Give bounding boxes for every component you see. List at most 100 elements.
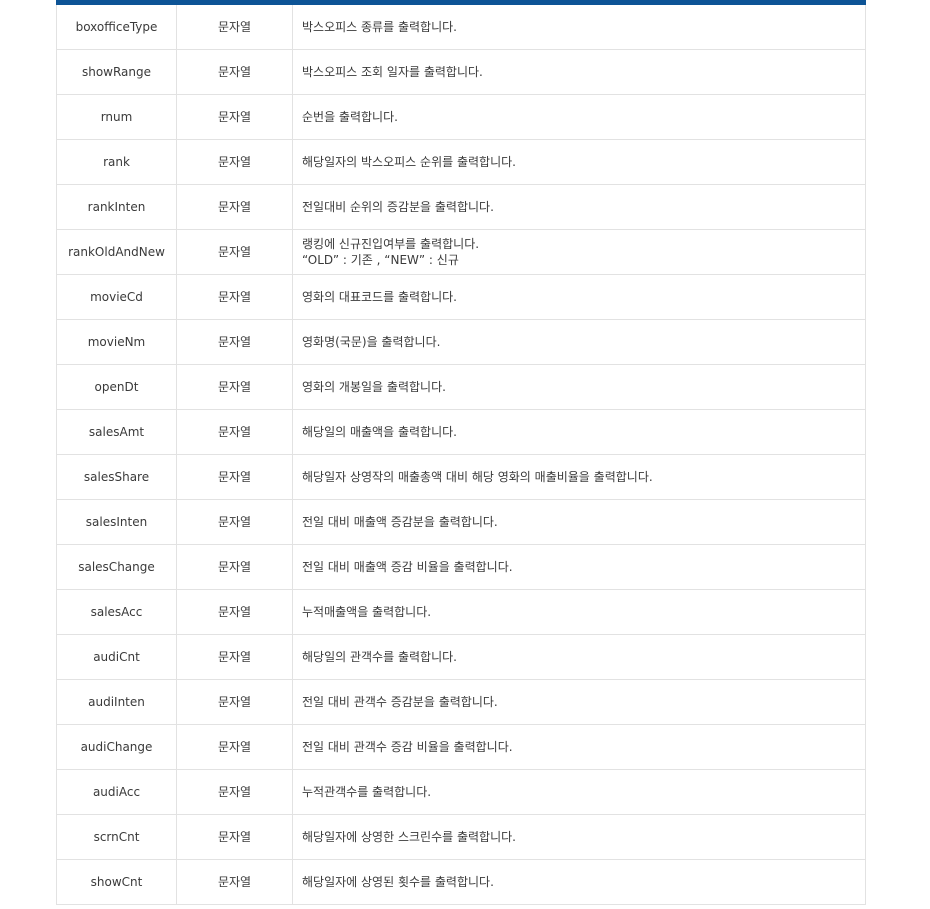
table-row: scrnCnt 문자열 해당일자에 상영한 스크린수를 출력합니다. bbox=[56, 814, 866, 860]
description-line: 전일 대비 매출액 증감 비율을 출력합니다. bbox=[302, 560, 513, 574]
field-type-cell: 문자열 bbox=[176, 769, 293, 815]
field-description-cell: 랭킹에 신규진입여부를 출력합니다. “OLD” : 기존 , “NEW” : 신… bbox=[292, 229, 866, 275]
field-name-cell: audiCnt bbox=[56, 634, 177, 680]
description-line: 영화의 대표코드를 출력합니다. bbox=[302, 290, 457, 304]
field-name-cell: audiChange bbox=[56, 724, 177, 770]
description-line: 해당일자에 상영한 스크린수를 출력합니다. bbox=[302, 830, 516, 844]
field-description-cell: 해당일의 매출액을 출력합니다. bbox=[292, 409, 866, 455]
field-description-cell: 박스오피스 조회 일자를 출력합니다. bbox=[292, 49, 866, 95]
field-type-cell: 문자열 bbox=[176, 859, 293, 905]
table-row: audiCnt 문자열 해당일의 관객수를 출력합니다. bbox=[56, 634, 866, 680]
field-description-cell: 누적관객수를 출력합니다. bbox=[292, 769, 866, 815]
field-type-cell: 문자열 bbox=[176, 94, 293, 140]
field-type-cell: 문자열 bbox=[176, 499, 293, 545]
field-description-cell: 전일 대비 관객수 증감분을 출력합니다. bbox=[292, 679, 866, 725]
field-type-cell: 문자열 bbox=[176, 364, 293, 410]
table-row: rank 문자열 해당일자의 박스오피스 순위를 출력합니다. bbox=[56, 139, 866, 185]
field-name-cell: rnum bbox=[56, 94, 177, 140]
table-row: showRange 문자열 박스오피스 조회 일자를 출력합니다. bbox=[56, 49, 866, 95]
table-row: audiInten 문자열 전일 대비 관객수 증감분을 출력합니다. bbox=[56, 679, 866, 725]
field-type-cell: 문자열 bbox=[176, 274, 293, 320]
table-row: salesChange 문자열 전일 대비 매출액 증감 비율을 출력합니다. bbox=[56, 544, 866, 590]
field-description-cell: 박스오피스 종류를 출력합니다. bbox=[292, 2, 866, 50]
field-description-cell: 해당일자에 상영된 횟수를 출력합니다. bbox=[292, 859, 866, 905]
field-description-cell: 순번을 출력합니다. bbox=[292, 94, 866, 140]
description-line: “OLD” : 기존 , “NEW” : 신규 bbox=[302, 253, 459, 267]
table-row: rnum 문자열 순번을 출력합니다. bbox=[56, 94, 866, 140]
description-line: 전일대비 순위의 증감분을 출력합니다. bbox=[302, 200, 494, 214]
description-line: 누적관객수를 출력합니다. bbox=[302, 785, 432, 799]
field-name-cell: salesShare bbox=[56, 454, 177, 500]
field-type-cell: 문자열 bbox=[176, 589, 293, 635]
field-name-cell: openDt bbox=[56, 364, 177, 410]
table-row: rankInten 문자열 전일대비 순위의 증감분을 출력합니다. bbox=[56, 184, 866, 230]
description-line: 영화명(국문)을 출력합니다. bbox=[302, 335, 441, 349]
description-line: 해당일자의 박스오피스 순위를 출력합니다. bbox=[302, 155, 516, 169]
field-description-cell: 영화의 개봉일을 출력합니다. bbox=[292, 364, 866, 410]
table-row: salesAmt 문자열 해당일의 매출액을 출력합니다. bbox=[56, 409, 866, 455]
description-line: 박스오피스 조회 일자를 출력합니다. bbox=[302, 65, 483, 79]
table-row: audiAcc 문자열 누적관객수를 출력합니다. bbox=[56, 769, 866, 815]
field-type-cell: 문자열 bbox=[176, 454, 293, 500]
field-description-cell: 해당일자의 박스오피스 순위를 출력합니다. bbox=[292, 139, 866, 185]
field-type-cell: 문자열 bbox=[176, 2, 293, 50]
field-description-cell: 전일 대비 관객수 증감 비율을 출력합니다. bbox=[292, 724, 866, 770]
table-body: boxofficeType 문자열 박스오피스 종류를 출력합니다. showRang… bbox=[56, 2, 866, 905]
description-line: 전일 대비 관객수 증감분을 출력합니다. bbox=[302, 695, 498, 709]
field-description-cell: 영화명(국문)을 출력합니다. bbox=[292, 319, 866, 365]
field-type-cell: 문자열 bbox=[176, 49, 293, 95]
field-description-cell: 해당일의 관객수를 출력합니다. bbox=[292, 634, 866, 680]
field-type-cell: 문자열 bbox=[176, 679, 293, 725]
table-row: salesShare 문자열 해당일자 상영작의 매출총액 대비 해당 영화의 매출… bbox=[56, 454, 866, 500]
field-description-cell: 전일 대비 매출액 증감분을 출력합니다. bbox=[292, 499, 866, 545]
table-row: showCnt 문자열 해당일자에 상영된 횟수를 출력합니다. bbox=[56, 859, 866, 905]
field-description-cell: 전일 대비 매출액 증감 비율을 출력합니다. bbox=[292, 544, 866, 590]
description-line: 영화의 개봉일을 출력합니다. bbox=[302, 380, 446, 394]
field-name-cell: showRange bbox=[56, 49, 177, 95]
field-name-cell: movieNm bbox=[56, 319, 177, 365]
table-row: boxofficeType 문자열 박스오피스 종류를 출력합니다. bbox=[56, 2, 866, 50]
field-description-cell: 해당일자 상영작의 매출총액 대비 해당 영화의 매출비율을 출력합니다. bbox=[292, 454, 866, 500]
table-row: openDt 문자열 영화의 개봉일을 출력합니다. bbox=[56, 364, 866, 410]
field-name-cell: audiInten bbox=[56, 679, 177, 725]
table-row: rankOldAndNew 문자열 랭킹에 신규진입여부를 출력합니다. “OLD” … bbox=[56, 229, 866, 275]
field-type-cell: 문자열 bbox=[176, 634, 293, 680]
description-line: 전일 대비 관객수 증감 비율을 출력합니다. bbox=[302, 740, 513, 754]
response-fields-table: boxofficeType 문자열 박스오피스 종류를 출력합니다. showRang… bbox=[56, 0, 866, 905]
table-row: audiChange 문자열 전일 대비 관객수 증감 비율을 출력합니다. bbox=[56, 724, 866, 770]
field-type-cell: 문자열 bbox=[176, 184, 293, 230]
field-name-cell: boxofficeType bbox=[56, 2, 177, 50]
field-name-cell: salesAcc bbox=[56, 589, 177, 635]
field-type-cell: 문자열 bbox=[176, 544, 293, 590]
description-line: 박스오피스 종류를 출력합니다. bbox=[302, 20, 457, 34]
field-description-cell: 전일대비 순위의 증감분을 출력합니다. bbox=[292, 184, 866, 230]
field-name-cell: salesAmt bbox=[56, 409, 177, 455]
description-line: 랭킹에 신규진입여부를 출력합니다. bbox=[302, 237, 480, 251]
field-type-cell: 문자열 bbox=[176, 814, 293, 860]
field-name-cell: salesChange bbox=[56, 544, 177, 590]
field-name-cell: rankInten bbox=[56, 184, 177, 230]
description-line: 해당일자 상영작의 매출총액 대비 해당 영화의 매출비율을 출력합니다. bbox=[302, 470, 653, 484]
field-type-cell: 문자열 bbox=[176, 229, 293, 275]
field-type-cell: 문자열 bbox=[176, 139, 293, 185]
field-description-cell: 영화의 대표코드를 출력합니다. bbox=[292, 274, 866, 320]
description-line: 순번을 출력합니다. bbox=[302, 110, 398, 124]
field-name-cell: movieCd bbox=[56, 274, 177, 320]
field-description-cell: 해당일자에 상영한 스크린수를 출력합니다. bbox=[292, 814, 866, 860]
field-type-cell: 문자열 bbox=[176, 409, 293, 455]
table-row: salesInten 문자열 전일 대비 매출액 증감분을 출력합니다. bbox=[56, 499, 866, 545]
description-line: 해당일자에 상영된 횟수를 출력합니다. bbox=[302, 875, 494, 889]
table-row: movieCd 문자열 영화의 대표코드를 출력합니다. bbox=[56, 274, 866, 320]
description-line: 전일 대비 매출액 증감분을 출력합니다. bbox=[302, 515, 498, 529]
field-name-cell: showCnt bbox=[56, 859, 177, 905]
field-type-cell: 문자열 bbox=[176, 724, 293, 770]
description-line: 누적매출액을 출력합니다. bbox=[302, 605, 432, 619]
field-name-cell: salesInten bbox=[56, 499, 177, 545]
description-line: 해당일의 매출액을 출력합니다. bbox=[302, 425, 457, 439]
field-name-cell: audiAcc bbox=[56, 769, 177, 815]
field-description-cell: 누적매출액을 출력합니다. bbox=[292, 589, 866, 635]
field-name-cell: scrnCnt bbox=[56, 814, 177, 860]
field-name-cell: rank bbox=[56, 139, 177, 185]
field-name-cell: rankOldAndNew bbox=[56, 229, 177, 275]
table-row: movieNm 문자열 영화명(국문)을 출력합니다. bbox=[56, 319, 866, 365]
